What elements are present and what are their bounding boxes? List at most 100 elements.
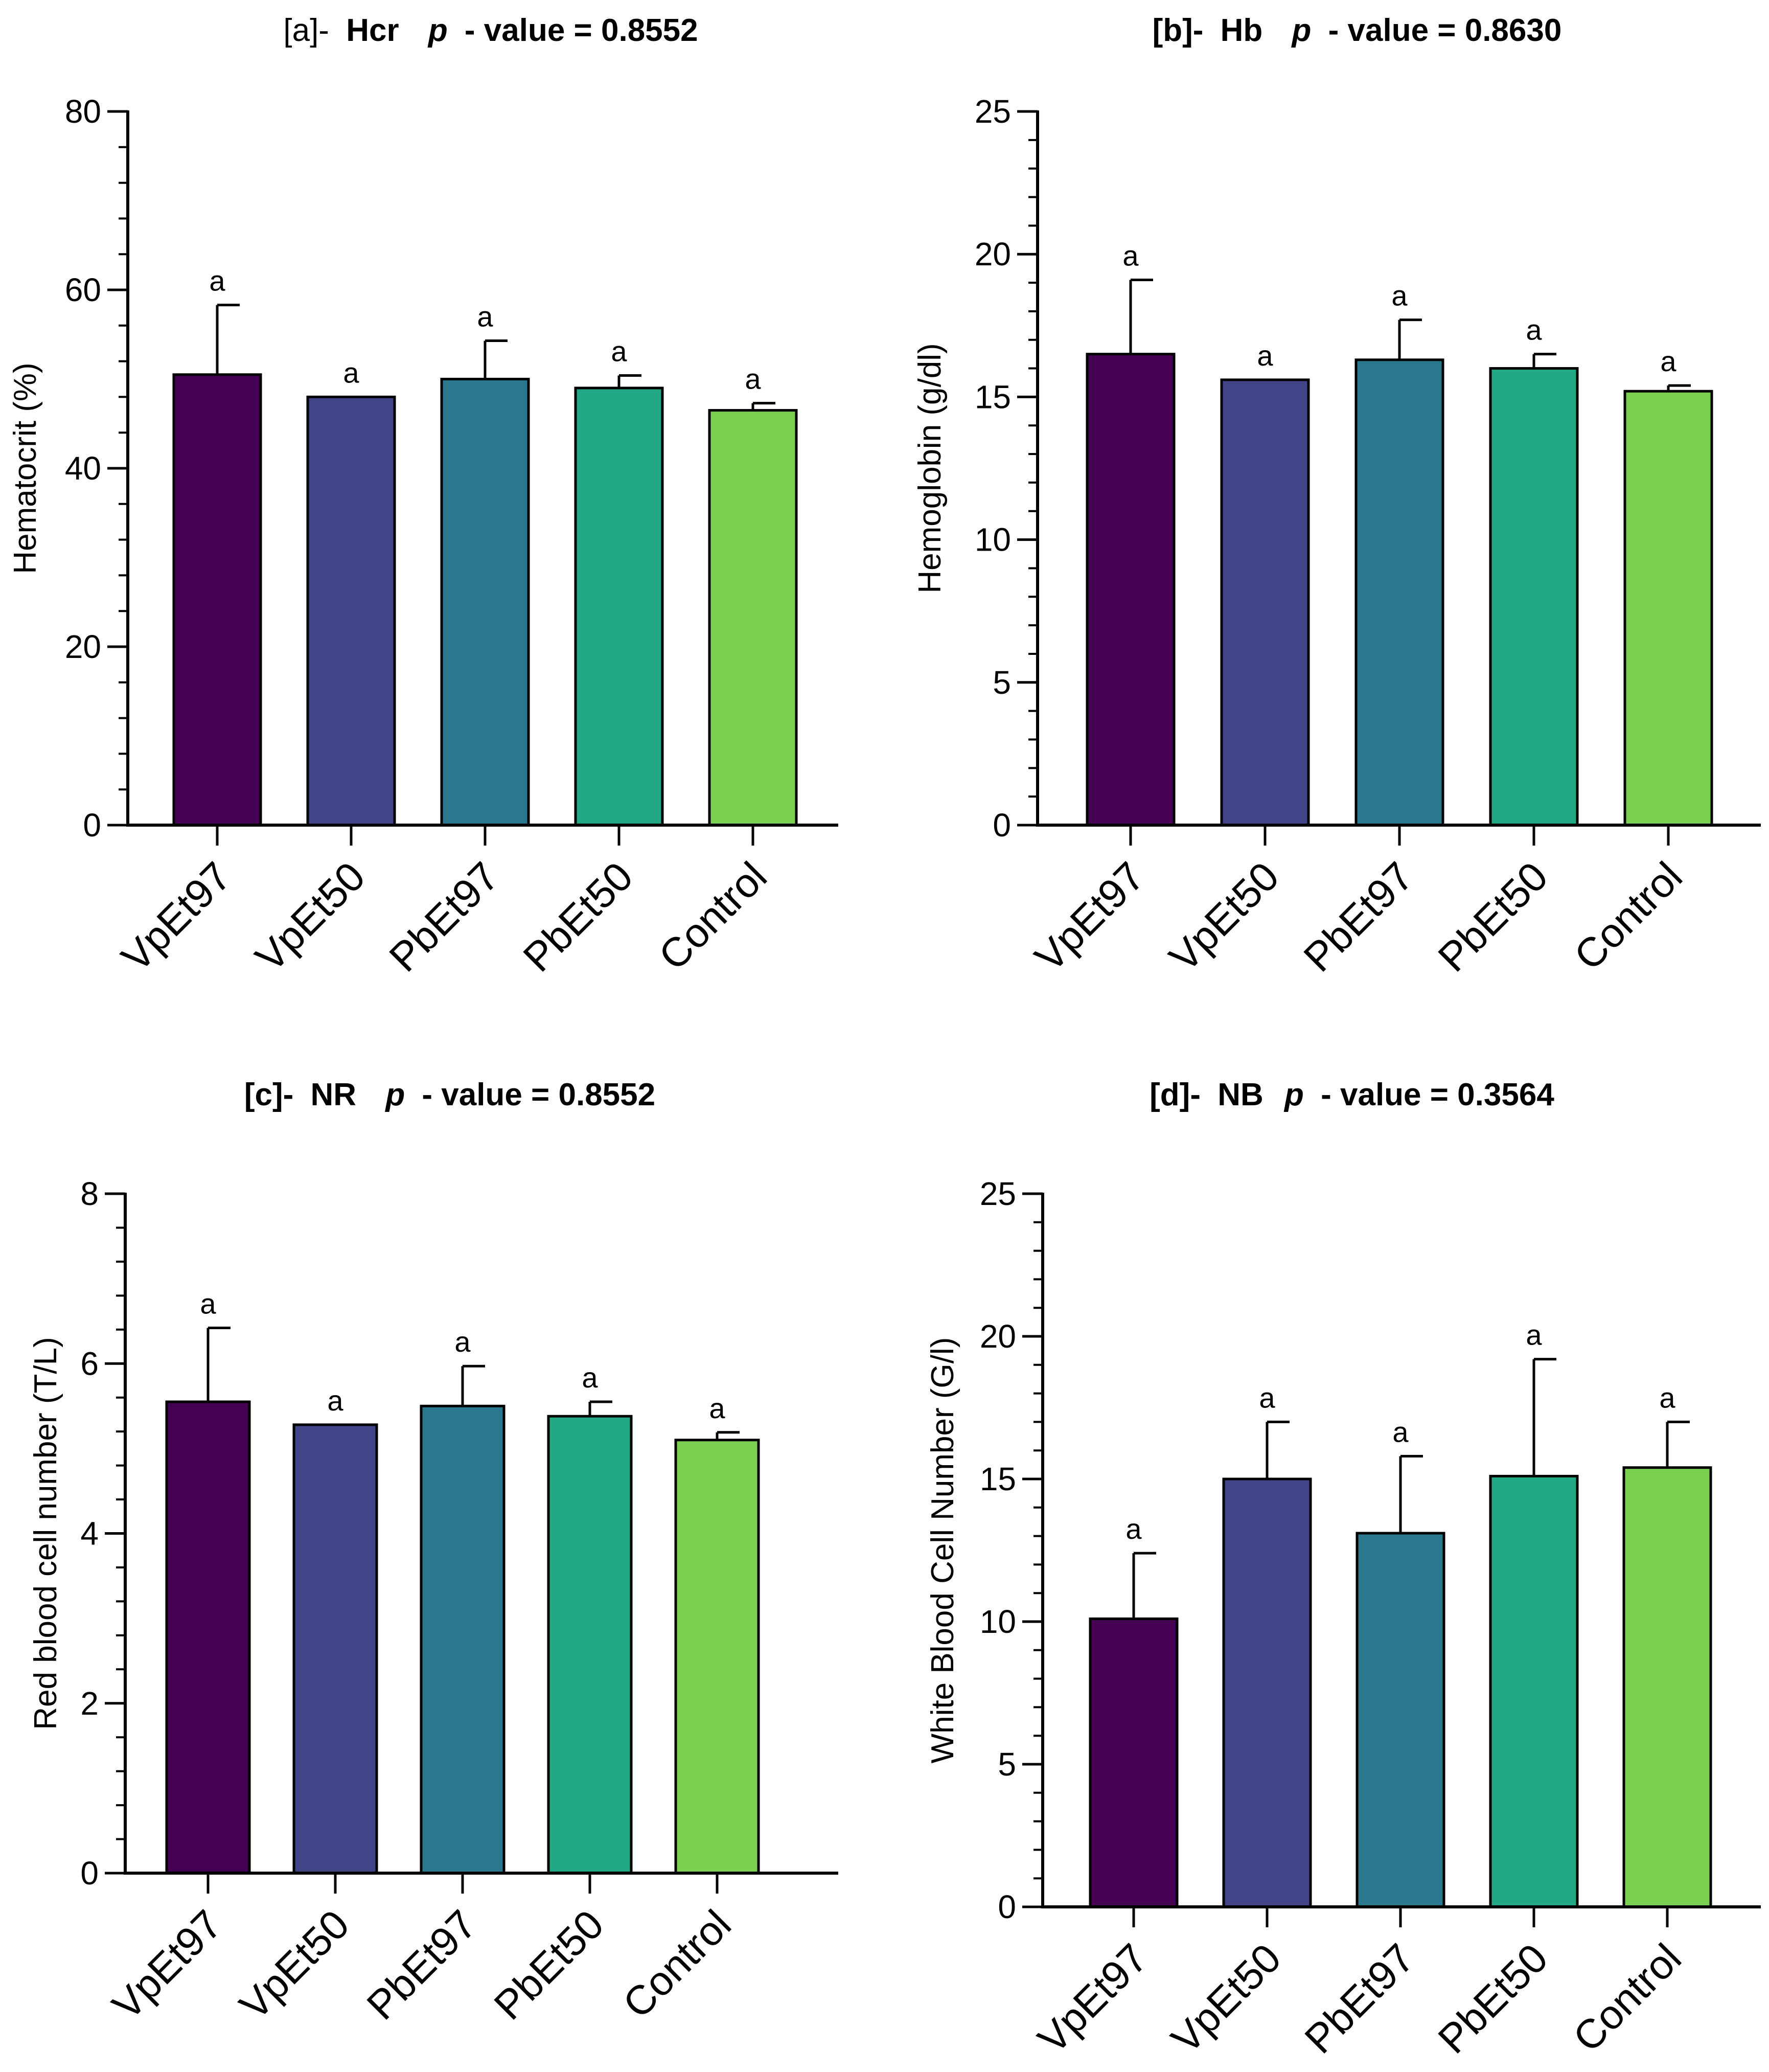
panel-a-bar-pbet50 bbox=[574, 386, 664, 827]
panel-d-title-prefix: [d]- bbox=[1150, 1077, 1201, 1112]
panel-a-significance-label: a bbox=[209, 265, 225, 297]
panel-c-title-variable: NR bbox=[311, 1077, 357, 1112]
panel-a-x-tick-label: VpEt50 bbox=[247, 853, 374, 980]
panel-d-bar-vpet97 bbox=[1089, 1617, 1179, 1908]
panel-a-bar-vpet50 bbox=[306, 395, 396, 827]
panel-b-bar-pbet50 bbox=[1489, 367, 1579, 827]
panel-d-y-axis-title: White Blood Cell Number (G/l) bbox=[925, 1337, 960, 1764]
panel-b-x-tick-label: VpEt50 bbox=[1161, 853, 1288, 980]
panel-a-y-axis-title: Hematocrit (%) bbox=[8, 362, 43, 574]
panel-a-bar-pbet97 bbox=[440, 378, 530, 827]
panel-a-x-tick-label: Control bbox=[650, 853, 775, 978]
panel-c-significance-label: a bbox=[582, 1361, 598, 1394]
panel-c-y-axis-title: Red blood cell number (T/L) bbox=[28, 1337, 63, 1729]
panel-c-bar-control bbox=[674, 1439, 760, 1875]
panel-d-x-tick-label: PbEt97 bbox=[1296, 1935, 1423, 2062]
panel-d-title: [d]- NB p - value = 0.3564 bbox=[1150, 1077, 1554, 1112]
panel-b-y-tick-label: 25 bbox=[975, 93, 1011, 130]
panel-c-title: [c]- NR p - value = 0.8552 bbox=[244, 1077, 655, 1112]
panel-b-title-p-symbol: p bbox=[1291, 13, 1312, 48]
panel-c-y-tick-label: 6 bbox=[80, 1345, 99, 1382]
panel-b-plot-area: 0 5 10 15 20 25 Hemoglobin (g/dl) a VpEt97 a VpEt5… bbox=[912, 93, 1761, 981]
panel-b-significance-label: a bbox=[1391, 280, 1408, 312]
panel-c-red-blood-cell-chart: [c]- NR p - value = 0.8552 0 2 4 6 8 Red bloo… bbox=[28, 1077, 838, 2029]
panel-c-bar-vpet50 bbox=[292, 1423, 378, 1875]
panel-b-significance-label: a bbox=[1122, 239, 1139, 271]
panel-d-bar-pbet97 bbox=[1356, 1532, 1445, 1908]
panel-d-significance-label: a bbox=[1392, 1416, 1409, 1448]
panel-d-significance-label: a bbox=[1659, 1381, 1675, 1414]
panel-c-y-tick-label: 4 bbox=[80, 1515, 99, 1552]
panel-d-title-variable: NB bbox=[1217, 1077, 1263, 1112]
panel-b-title-p-value: - value = 0.8630 bbox=[1328, 13, 1562, 48]
panel-b-title-variable: Hb bbox=[1221, 13, 1263, 48]
panel-d-y-tick-label: 0 bbox=[998, 1888, 1016, 1925]
panel-a-significance-label: a bbox=[745, 363, 761, 395]
panel-a-bar-control bbox=[708, 409, 798, 827]
panel-d-x-tick-label: VpEt97 bbox=[1029, 1935, 1156, 2062]
panel-b-y-axis-title: Hemoglobin (g/dl) bbox=[912, 343, 948, 593]
panel-b-hemoglobin-chart: [b]- Hb p - value = 0.8630 0 5 10 15 20 25 Hem… bbox=[912, 13, 1761, 981]
panel-c-plot-area: 0 2 4 6 8 Red blood cell number (T/L) a VpEt97 a… bbox=[28, 1175, 838, 2029]
panel-b-x-tick-label: VpEt97 bbox=[1026, 853, 1153, 980]
panel-a-bar-vpet97 bbox=[172, 373, 262, 827]
panel-c-significance-label: a bbox=[327, 1384, 343, 1417]
panel-d-title-p-symbol: p bbox=[1283, 1077, 1304, 1112]
panel-a-title-p-value: - value = 0.8552 bbox=[465, 13, 698, 48]
panel-a-y-tick-label: 40 bbox=[65, 450, 101, 487]
panel-d-bar-vpet50 bbox=[1222, 1477, 1312, 1908]
panel-c-x-tick-label: VpEt50 bbox=[231, 1901, 358, 2028]
panel-d-title-p-value: - value = 0.3564 bbox=[1321, 1077, 1554, 1112]
panel-b-bar-control bbox=[1623, 390, 1713, 827]
panel-c-bar-vpet97 bbox=[165, 1400, 251, 1875]
panel-b-significance-label: a bbox=[1660, 345, 1676, 377]
panel-a-plot-area: 0 20 40 60 80 Hematocrit (%) a VpEt97 a VpEt50 a Pb… bbox=[8, 93, 838, 981]
panel-a-y-tick-label: 20 bbox=[65, 628, 101, 665]
panel-b-bar-pbet97 bbox=[1354, 358, 1444, 827]
panel-c-title-p-symbol: p bbox=[384, 1077, 405, 1112]
panel-c-x-tick-label: Control bbox=[614, 1901, 740, 2027]
panel-d-x-tick-label: Control bbox=[1565, 1935, 1690, 2060]
panel-d-significance-label: a bbox=[1125, 1513, 1142, 1545]
panel-a-title-variable: Hcr bbox=[346, 13, 399, 48]
panel-d-significance-label: a bbox=[1526, 1319, 1542, 1351]
panel-b-y-tick-label: 0 bbox=[993, 807, 1011, 844]
panel-a-x-tick-label: PbEt97 bbox=[381, 853, 508, 980]
panel-b-x-tick-label: PbEt50 bbox=[1430, 853, 1556, 980]
panel-c-title-prefix: [c]- bbox=[244, 1077, 293, 1112]
panel-a-y-tick-label: 80 bbox=[65, 93, 101, 130]
panel-c-x-tick-label: PbEt50 bbox=[486, 1901, 612, 2028]
panel-a-significance-label: a bbox=[611, 335, 627, 368]
panel-c-significance-label: a bbox=[200, 1287, 216, 1319]
panel-c-y-tick-label: 8 bbox=[80, 1175, 99, 1212]
panel-a-x-tick-label: VpEt97 bbox=[113, 853, 240, 980]
panel-c-y-tick-label: 2 bbox=[80, 1685, 99, 1722]
panel-a-y-tick-label: 60 bbox=[65, 271, 101, 308]
panel-d-plot-area: 0 5 10 15 20 25 White Blood Cell Number (G/l) a… bbox=[925, 1175, 1761, 2062]
panel-d-y-tick-label: 20 bbox=[980, 1318, 1016, 1355]
panel-c-bar-pbet97 bbox=[420, 1404, 506, 1875]
panel-b-significance-label: a bbox=[1257, 339, 1273, 372]
panel-b-title-prefix: [b]- bbox=[1153, 13, 1204, 48]
panel-a-y-tick-label: 0 bbox=[83, 807, 101, 844]
panel-b-y-tick-label: 5 bbox=[993, 664, 1011, 701]
panel-c-bar-pbet50 bbox=[547, 1415, 633, 1875]
panel-d-bar-pbet50 bbox=[1489, 1474, 1579, 1908]
panel-c-title-p-value: - value = 0.8552 bbox=[422, 1077, 655, 1112]
panel-b-x-tick-label: Control bbox=[1566, 853, 1691, 978]
panel-d-y-tick-label: 25 bbox=[980, 1175, 1016, 1212]
panel-a-significance-label: a bbox=[343, 356, 359, 389]
panel-a-title-prefix: [a]- bbox=[283, 13, 329, 48]
panel-a-significance-label: a bbox=[477, 300, 493, 332]
panel-b-title: [b]- Hb p - value = 0.8630 bbox=[1153, 13, 1562, 48]
panel-a-title: [a]- Hcr p - value = 0.8552 bbox=[283, 13, 698, 48]
panel-d-y-tick-label: 10 bbox=[980, 1603, 1016, 1640]
panel-d-y-tick-label: 5 bbox=[998, 1746, 1016, 1783]
panel-b-y-tick-label: 10 bbox=[975, 521, 1011, 558]
panel-d-white-blood-cell-chart: [d]- NB p - value = 0.3564 0 5 10 15 20 25 Whi… bbox=[925, 1077, 1761, 2062]
panel-b-y-tick-label: 15 bbox=[975, 378, 1011, 415]
panel-b-x-tick-label: PbEt97 bbox=[1295, 853, 1422, 980]
panel-b-bar-vpet97 bbox=[1086, 353, 1176, 827]
panel-c-y-tick-label: 0 bbox=[80, 1855, 99, 1892]
